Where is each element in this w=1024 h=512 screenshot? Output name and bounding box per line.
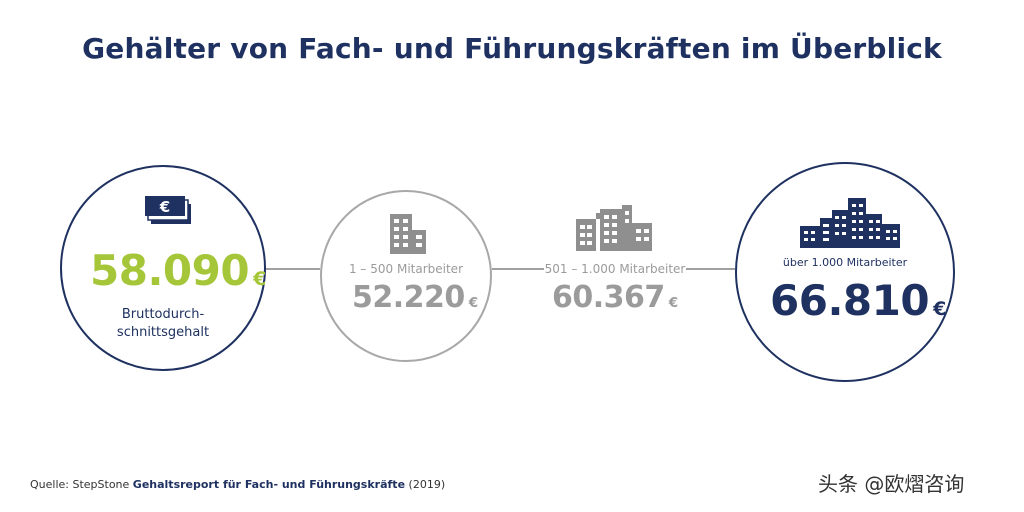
small-company-value: 52.220 € (352, 280, 479, 315)
connector-line-1 (266, 268, 320, 270)
source-note: Quelle: StepStone Gehaltsreport für Fach… (30, 478, 446, 491)
large-company-circle (735, 162, 955, 382)
svg-text:€: € (159, 198, 170, 216)
small-company-label: 1 – 500 Mitarbeiter (348, 262, 464, 276)
small-building-icon (390, 214, 426, 254)
medium-company-label: 501 – 1.000 Mitarbeiter (544, 262, 686, 276)
currency-symbol: € (933, 298, 947, 320)
currency-symbol: € (668, 295, 679, 311)
large-company-value: 66.810 € (770, 276, 947, 325)
money-bills-icon: € (145, 196, 191, 224)
page-title: Gehälter von Fach- und Führungskräften i… (82, 32, 942, 65)
watermark: 头条 @欧熠咨询 (818, 472, 965, 496)
medium-company-value: 60.367 € (552, 280, 679, 315)
connector-line-3 (686, 268, 735, 270)
medium-buildings-icon (576, 205, 652, 251)
average-salary-label: Bruttodurch- schnittsgehalt (116, 307, 210, 340)
currency-symbol: € (253, 268, 267, 290)
connector-line-2 (492, 268, 544, 270)
large-company-label: über 1.000 Mitarbeiter (782, 256, 908, 269)
average-salary-value: 58.090 € (90, 246, 267, 295)
currency-symbol: € (468, 295, 479, 311)
large-buildings-icon (800, 198, 900, 248)
